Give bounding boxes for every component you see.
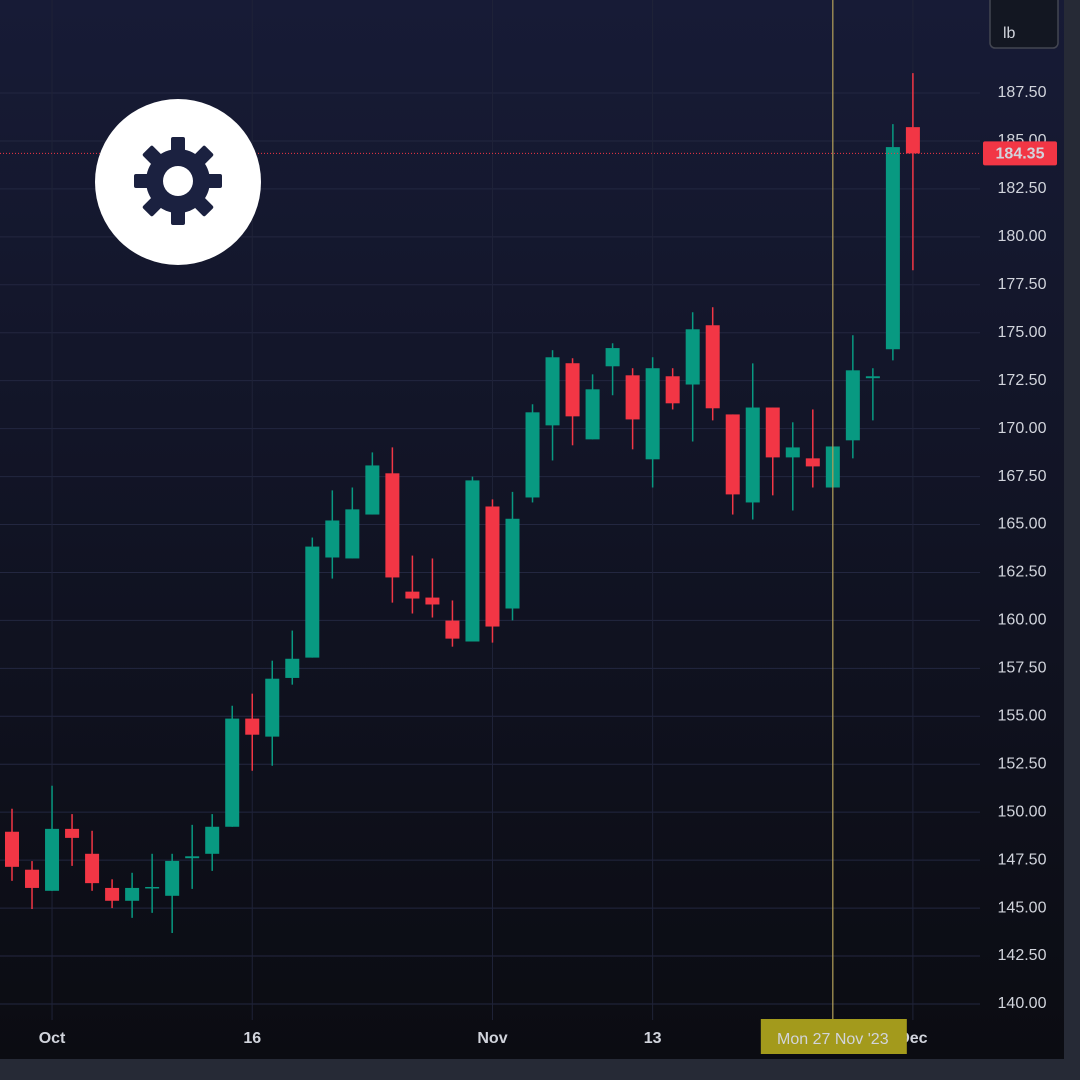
candle-body [545,357,560,426]
y-tick-label: 172.50 [998,372,1047,389]
candle-body [905,127,920,154]
x-tick-label: Oct [39,1030,66,1047]
candle-body [605,348,620,367]
candle-body [565,363,580,417]
candle-body [265,678,280,737]
overlay: Mon 27 Nov '23 184.35 [0,0,1057,1054]
candle-body [65,828,80,838]
candle-body [5,831,19,867]
candle-body [125,887,140,901]
candle-body [665,376,680,404]
candle-body [285,658,300,678]
y-tick-label: 167.50 [998,468,1047,485]
candle-body [645,368,660,460]
unit-box[interactable] [989,0,1059,49]
x-tick-label: Nov [477,1030,507,1047]
candle-body [45,828,60,891]
y-tick-label: 150.00 [998,803,1047,820]
x-tick-label: 13 [644,1030,662,1047]
y-tick-label: 160.00 [998,612,1047,629]
y-tick-label: 187.50 [998,84,1047,101]
candle-body [165,860,180,896]
candle-body [745,407,760,503]
candle-body [805,458,820,467]
y-tick-label: 180.00 [998,228,1047,245]
y-tick-label: 140.00 [998,995,1047,1012]
candle-body [865,376,880,379]
gear [134,137,222,225]
candle-body [845,370,860,441]
y-tick-label: 182.50 [998,180,1047,197]
y-tick-label: 175.00 [998,324,1047,341]
candle-body [765,407,780,458]
y-tick-label: 157.50 [998,660,1047,677]
candle-body [385,473,400,578]
crosshair-label-box [760,1019,907,1054]
y-tick-label: 152.50 [998,755,1047,772]
crosshair-label: Mon 27 Nov '23 [777,1031,889,1048]
y-tick-label: 170.00 [998,420,1047,437]
candle-body [145,886,160,889]
candle-body [445,620,460,639]
unit-label: lb [1003,25,1016,42]
candle-body [245,718,260,735]
candle-body [625,375,640,420]
candle-body [325,520,340,558]
candle-body [685,329,700,385]
candle-body [705,325,720,409]
candle-body [885,147,900,350]
candle-body [225,718,240,827]
candle-body [185,856,200,859]
candle-body [585,389,600,440]
candle-body [365,465,380,515]
candle-body [345,509,360,559]
last-price-label: 184.35 [996,146,1045,163]
x-tick-label: 16 [243,1030,261,1047]
candle-body [505,518,520,609]
y-tick-label: 165.00 [998,516,1047,533]
y-tick-label: 162.50 [998,564,1047,581]
candle-body [105,887,120,901]
candle-body [205,826,220,854]
candles [5,73,920,934]
y-tick-label: 155.00 [998,708,1047,725]
y-tick-label: 142.50 [998,947,1047,964]
last-price-box [983,141,1057,166]
candle-body [465,480,480,642]
candle-body [405,591,420,599]
candle-body [25,869,40,888]
y-tick-label: 147.50 [998,851,1047,868]
candle-body [725,414,740,495]
candle-body [425,597,440,605]
candle-body [85,853,100,884]
candle-body [305,546,320,658]
settings-icon[interactable] [95,99,261,265]
candle-body [785,447,800,458]
candle-body [525,412,540,498]
y-tick-label: 145.00 [998,899,1047,916]
candle-body [485,506,500,627]
y-tick-label: 177.50 [998,276,1047,293]
